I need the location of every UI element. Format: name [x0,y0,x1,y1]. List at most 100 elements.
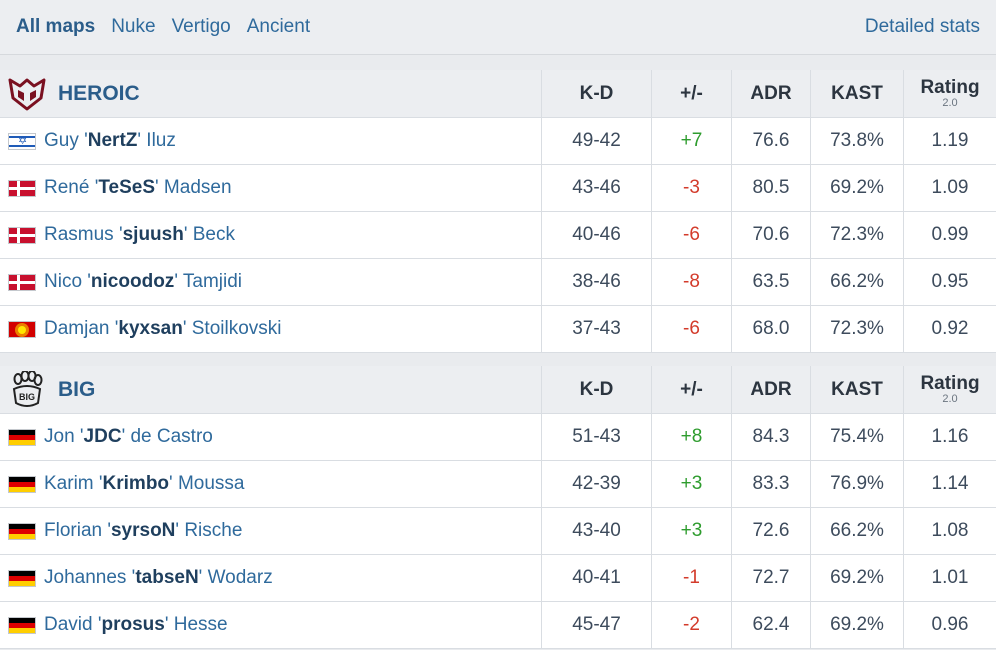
player-name-cell: Johannes 'tabseN' Wodarz [0,555,541,601]
kast-value: 72.3% [810,212,903,258]
map-tabs: All maps Nuke Vertigo Ancient Detailed s… [0,0,996,55]
team-name-cell: HEROIC [0,70,541,117]
player-name-cell: Guy 'NertZ' Iluz [0,118,541,164]
player-first-name: Guy [44,130,79,151]
kast-header[interactable]: KAST [810,366,903,413]
rating-value: 1.01 [903,555,996,601]
player-name-cell: Karim 'Krimbo' Moussa [0,461,541,507]
kd-value: 43-40 [541,508,651,554]
player-name-cell: David 'prosus' Hesse [0,602,541,648]
rating-value: 1.16 [903,414,996,460]
heroic-logo-icon [8,75,46,113]
kd-header[interactable]: K-D [541,70,651,117]
tab-ancient[interactable]: Ancient [246,16,311,37]
quote-open: ' [78,130,88,151]
flag-dk-icon [8,179,36,197]
detailed-stats-link[interactable]: Detailed stats [864,16,980,37]
player-first-name: Jon [44,426,75,447]
player-link[interactable]: René 'TeSeS' Madsen [44,177,232,199]
rating-header[interactable]: Rating 2.0 [903,366,996,413]
adr-header[interactable]: ADR [731,366,810,413]
quote-close: ' [175,520,185,541]
plus-minus-value: -6 [651,212,731,258]
tab-nuke[interactable]: Nuke [111,16,156,37]
rating-value: 1.19 [903,118,996,164]
kd-value: 51-43 [541,414,651,460]
player-first-name: René [44,177,90,198]
big-logo-icon: BIG [8,370,46,409]
team-name[interactable]: HEROIC [58,81,140,105]
player-link[interactable]: Damjan 'kyxsan' Stoilkovski [44,318,282,340]
player-last-name: Beck [192,224,235,245]
quote-open: ' [102,520,111,541]
player-nickname: TeSeS [98,177,156,198]
rating-header-version: 2.0 [942,393,958,405]
adr-value: 76.6 [731,118,810,164]
flag-il-icon [8,132,36,150]
rating-value: 1.14 [903,461,996,507]
flag-de-icon [8,475,36,493]
player-name-cell: Florian 'syrsoN' Rische [0,508,541,554]
rating-header-label: Rating [920,77,980,98]
rating-value: 0.99 [903,212,996,258]
kd-value: 40-46 [541,212,651,258]
quote-open: ' [113,224,123,245]
adr-value: 63.5 [731,259,810,305]
player-link[interactable]: Jon 'JDC' de Castro [44,426,213,448]
adr-value: 80.5 [731,165,810,211]
plus-minus-value: +3 [651,508,731,554]
flag-dk-icon [8,273,36,291]
quote-close: ' [155,177,164,198]
plus-minus-header[interactable]: +/- [651,366,731,413]
flag-dk-icon [8,226,36,244]
kast-value: 76.9% [810,461,903,507]
kast-header[interactable]: KAST [810,70,903,117]
rating-value: 1.08 [903,508,996,554]
player-nickname: sjuush [122,224,184,245]
player-nickname: kyxsan [118,318,183,339]
kd-value: 42-39 [541,461,651,507]
flag-de-icon [8,522,36,540]
player-link[interactable]: Karim 'Krimbo' Moussa [44,473,244,495]
adr-value: 83.3 [731,461,810,507]
player-row: Johannes 'tabseN' Wodarz 40-41 -1 72.7 69.2%… [0,555,996,602]
player-last-name: Madsen [163,177,232,198]
quote-close: ' [198,567,208,588]
player-first-name: Nico [44,271,83,292]
rating-header[interactable]: Rating 2.0 [903,70,996,117]
kast-value: 75.4% [810,414,903,460]
kd-value: 40-41 [541,555,651,601]
plus-minus-header[interactable]: +/- [651,70,731,117]
player-first-name: Johannes [44,567,127,588]
player-row: René 'TeSeS' Madsen 43-46 -3 80.5 69.2% 1.09 [0,165,996,212]
kast-value: 66.2% [810,259,903,305]
team-header-row: HEROIC K-D +/- ADR KAST Rating 2.0 [0,70,996,118]
player-nickname: syrsoN [110,520,176,541]
player-row: Damjan 'kyxsan' Stoilkovski 37-43 -6 68.0 72… [0,306,996,353]
kast-value: 72.3% [810,306,903,352]
adr-header[interactable]: ADR [731,70,810,117]
player-last-name: Stoilkovski [191,318,282,339]
adr-value: 72.7 [731,555,810,601]
tab-all-maps[interactable]: All maps [16,16,96,37]
quote-close: ' [174,271,183,292]
player-link[interactable]: Nico 'nicoodoz' Tamjidi [44,271,242,293]
player-link[interactable]: Rasmus 'sjuush' Beck [44,224,235,246]
player-first-name: David [44,614,93,635]
player-link[interactable]: Florian 'syrsoN' Rische [44,520,242,542]
team-name[interactable]: BIG [58,377,96,401]
quote-open: ' [89,177,99,198]
player-link[interactable]: David 'prosus' Hesse [44,614,228,636]
kd-header[interactable]: K-D [541,366,651,413]
player-first-name: Karim [44,473,94,494]
player-last-name: Tamjidi [182,271,243,292]
quote-close: ' [183,224,193,245]
tab-vertigo[interactable]: Vertigo [171,16,231,37]
player-link[interactable]: Guy 'NertZ' Iluz [44,130,176,152]
player-link[interactable]: Johannes 'tabseN' Wodarz [44,567,273,589]
svg-text:BIG: BIG [19,392,35,402]
plus-minus-value: -8 [651,259,731,305]
player-first-name: Florian [44,520,103,541]
player-name-cell: Damjan 'kyxsan' Stoilkovski [0,306,541,352]
